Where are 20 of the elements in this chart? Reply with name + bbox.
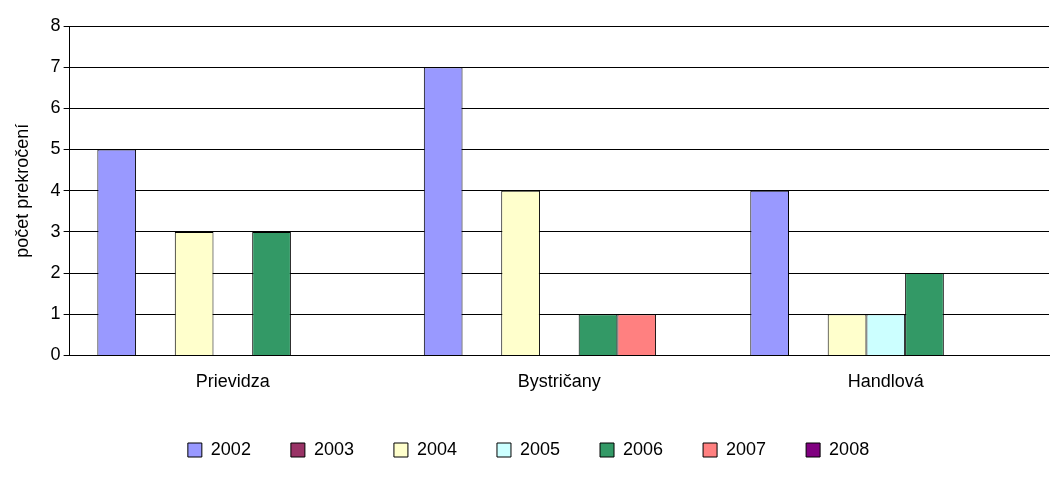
x-tick-label: Prievidza [195,371,271,392]
legend-label: 2003 [313,438,354,459]
legend-label: 2005 [519,438,561,459]
legend-label: 2002 [210,438,251,459]
y-tick-label: 6 [50,97,61,118]
x-tick-label: Handlová [847,371,925,392]
legend-label: 2006 [623,438,664,459]
y-tick-label: 1 [50,303,61,324]
x-tick-label: Bystričany [517,371,601,392]
legend-label: 2004 [416,438,457,459]
y-axis-title: počet prekročení [11,123,32,258]
y-tick-label: 8 [50,14,61,35]
legend-label: 2007 [726,438,767,459]
y-tick-label: 0 [50,344,61,365]
legend-label: 2008 [829,438,870,459]
y-tick-label: 4 [50,179,61,200]
y-tick-label: 2 [50,262,61,283]
y-tick-label: 7 [50,56,61,77]
y-tick-label: 3 [50,220,61,241]
y-tick-label: 5 [50,138,61,159]
